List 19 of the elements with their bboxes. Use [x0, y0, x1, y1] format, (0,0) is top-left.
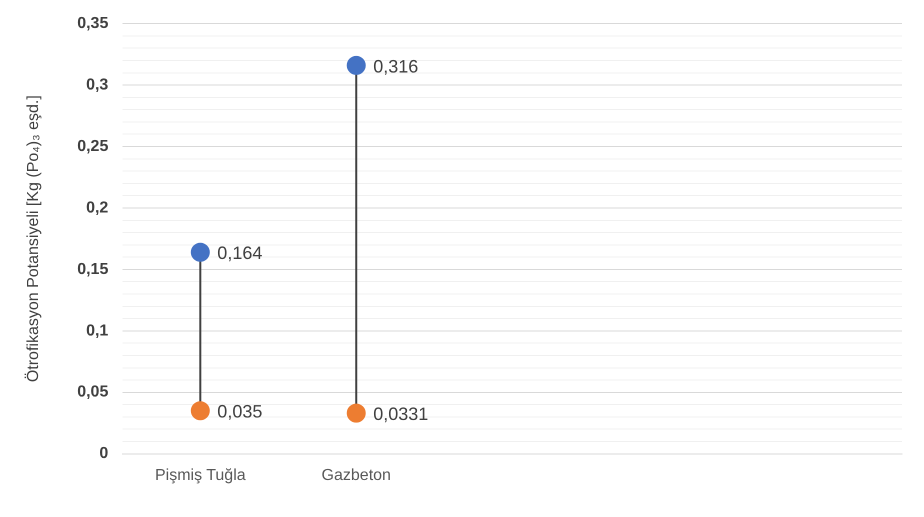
point [346, 56, 366, 75]
point [190, 401, 210, 420]
x-tick-label: Pişmiş Tuğla [154, 466, 246, 484]
y-tick-label: 0,35 [77, 15, 108, 32]
data-label: 0,035 [217, 402, 262, 422]
y-tick-label: 0,15 [77, 260, 108, 278]
y-tick-label: 0,2 [86, 199, 108, 216]
y-axis-title: Ötrofikasyon Potansiyeli [Kg (Po₄)₃ eşd.] [24, 95, 42, 382]
y-tick-label: 0,1 [86, 322, 108, 340]
y-tick-label: 0,25 [77, 138, 108, 155]
point [346, 404, 366, 423]
data-label: 0,316 [373, 56, 418, 76]
point [190, 242, 210, 262]
x-tick-label: Gazbeton [322, 466, 391, 484]
y-tick-label: 0 [99, 445, 108, 462]
data-label: 0,0331 [373, 404, 428, 424]
y-tick-label: 0,05 [77, 384, 108, 401]
data-label: 0,164 [217, 243, 262, 264]
y-tick-label: 0,3 [86, 76, 108, 94]
